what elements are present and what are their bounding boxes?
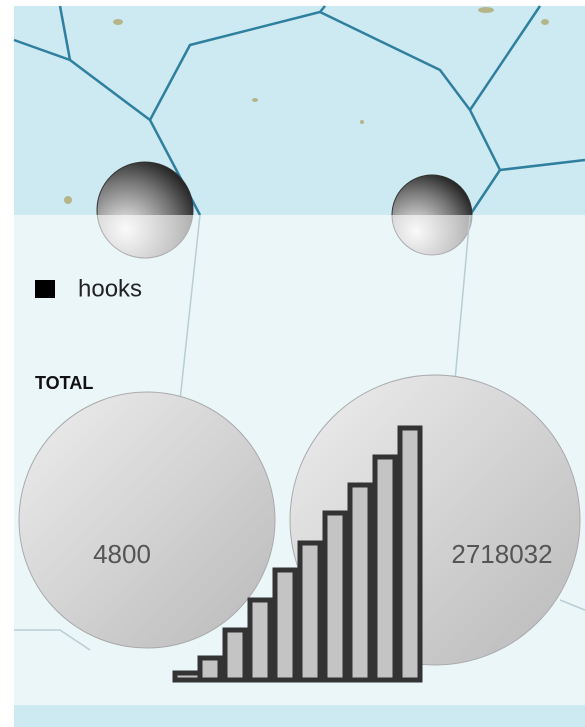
legend-swatch [35, 280, 55, 298]
legend-label: hooks [78, 275, 142, 302]
total-label: TOTAL [35, 373, 93, 393]
islands [64, 7, 549, 204]
total-bubble[interactable] [18, 391, 276, 649]
bubble-value: 4800 [93, 539, 151, 569]
region-borders-faded [14, 214, 585, 651]
region-borders [13, 5, 585, 216]
staircase-icon [172, 425, 423, 683]
bubble-value: 2718032 [451, 539, 552, 569]
